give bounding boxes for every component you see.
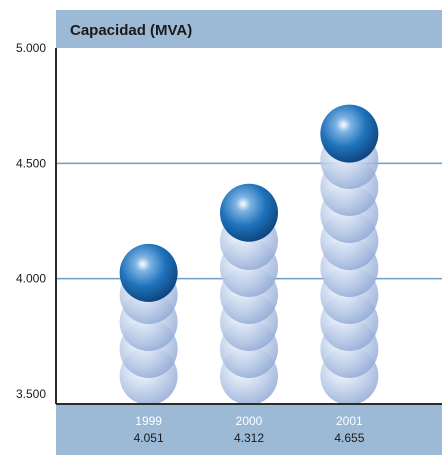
sphere-stack <box>220 183 278 404</box>
value-label: 4.655 <box>334 431 364 445</box>
sphere-stack <box>320 104 379 404</box>
x-tick-label: 1999 <box>135 414 162 428</box>
x-tick-labels: 1999 4.051 2000 4.312 2001 4.655 <box>134 414 365 445</box>
chart-title: Capacidad (MVA) <box>70 22 192 39</box>
value-label: 4.312 <box>234 431 264 445</box>
bar-top-sphere <box>119 243 178 302</box>
y-tick-label: 5.000 <box>16 41 46 55</box>
x-tick-label: 2001 <box>336 414 363 428</box>
y-tick-label: 4.500 <box>16 156 46 170</box>
y-tick-labels: 3.500 4.000 4.500 5.000 <box>16 41 46 401</box>
x-tick-label: 2000 <box>236 414 263 428</box>
header-band <box>56 10 442 48</box>
value-label: 4.051 <box>134 431 164 445</box>
sphere-stack <box>119 243 178 404</box>
bar-top-sphere <box>220 183 278 242</box>
footer-band <box>56 405 442 455</box>
bar-top-sphere <box>320 104 379 163</box>
y-tick-label: 4.000 <box>16 272 46 286</box>
y-tick-label: 3.500 <box>16 387 46 401</box>
sphere-stacks <box>119 104 379 404</box>
